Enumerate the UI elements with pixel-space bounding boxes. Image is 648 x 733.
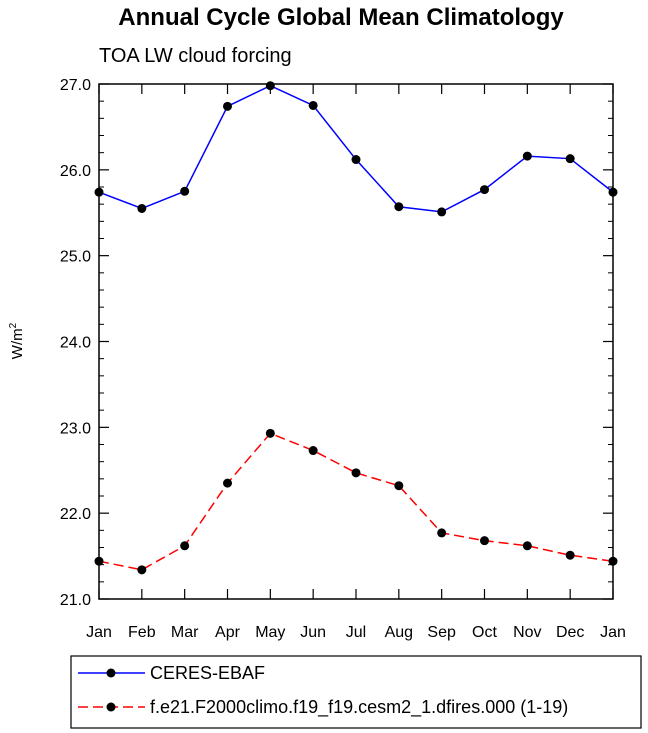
x-tick-label: Jan: [600, 624, 626, 641]
series-1-point: [94, 187, 104, 197]
x-tick-label: Nov: [513, 624, 541, 641]
y-tick-label: 22.0: [60, 506, 91, 523]
series-2-point: [480, 536, 489, 546]
series-2-point: [437, 528, 447, 538]
series-2-point: [137, 565, 147, 575]
y-tick-label: 26.0: [60, 163, 91, 180]
legend-label-2: f.e21.F2000climo.f19_f19.cesm2_1.dfires.…: [150, 697, 568, 718]
series-1-point: [480, 185, 489, 195]
series-1-point: [608, 187, 618, 197]
series-1-point: [180, 186, 190, 196]
series-line-2: [98, 432, 614, 571]
series-1-point: [308, 100, 318, 110]
chart-title: Annual Cycle Global Mean Climatology: [118, 4, 564, 31]
series-1-point: [351, 155, 361, 165]
series-2-point: [94, 556, 104, 566]
legend-box: [70, 655, 642, 729]
series-2-point: [180, 541, 190, 551]
series-1-point: [437, 207, 447, 217]
series-2-point: [265, 428, 275, 438]
series-2-point: [394, 481, 404, 491]
x-tick-label: Sep: [427, 624, 456, 641]
legend: CERES-EBAF f.e21.F2000climo.f19_f19.cesm2…: [70, 655, 642, 729]
y-tick-label: 23.0: [60, 420, 91, 437]
series-1-point: [223, 101, 232, 111]
y-tick-label: 27.0: [60, 77, 91, 94]
x-tick-label: Aug: [385, 624, 413, 641]
y-tick-label: 21.0: [60, 592, 91, 609]
y-axis-label: W/m2: [8, 322, 26, 359]
chart-subtitle: TOA LW cloud forcing: [99, 45, 292, 67]
series-1-point: [565, 154, 575, 164]
legend-label-1: CERES-EBAF: [150, 663, 265, 683]
series-2-point: [565, 550, 575, 560]
series-1-point: [522, 151, 532, 161]
y-tick-label: 24.0: [60, 335, 91, 352]
series-2-point: [308, 446, 318, 456]
legend-marker-1: [106, 668, 116, 678]
x-tick-label: Apr: [215, 624, 241, 641]
x-tick-label: Jun: [300, 624, 326, 641]
x-tick-label: Oct: [472, 624, 497, 641]
x-tick-label: Dec: [556, 624, 584, 641]
x-tick-label: Jul: [346, 624, 366, 641]
series-2-point: [608, 556, 618, 566]
series-2-point: [223, 478, 232, 488]
series-line-1: [98, 84, 614, 213]
series-1-point: [265, 81, 275, 91]
legend-marker-2: [106, 702, 116, 712]
plot-area: 21.0 22.0 23.0 24.0 25.0 26.0 27.0 Jan Feb Mar Apr…: [60, 77, 626, 641]
x-tick-label: Mar: [171, 624, 199, 641]
y-axis-label-superscript: 2: [8, 322, 19, 328]
x-tick-label: Feb: [128, 624, 156, 641]
series-1-point: [137, 203, 147, 213]
y-tick-label: 25.0: [60, 249, 91, 266]
x-tick-label: May: [255, 624, 285, 641]
series-2-point: [351, 468, 361, 478]
series-1-point: [394, 202, 404, 212]
series-2-point: [522, 541, 532, 551]
y-axis-label-base: W/m: [9, 328, 26, 359]
x-tick-label: Jan: [86, 624, 112, 641]
